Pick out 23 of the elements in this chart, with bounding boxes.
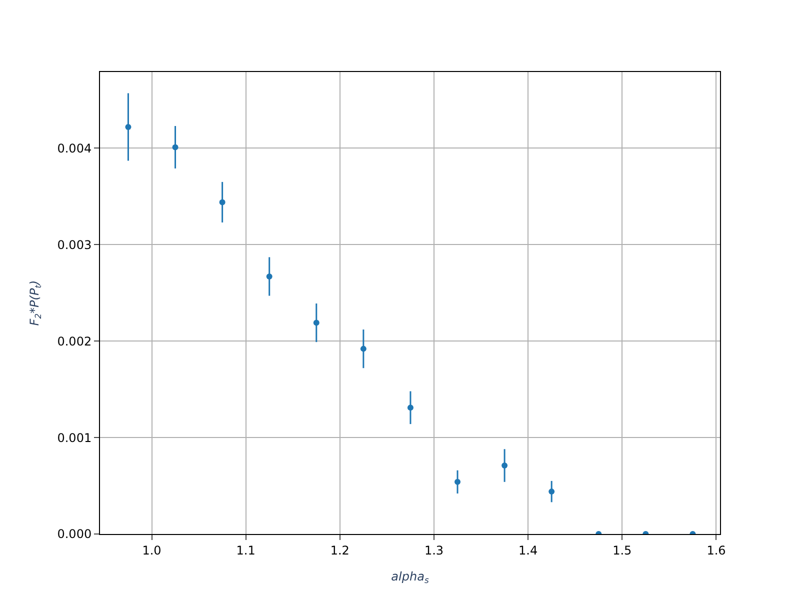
- x-tick-label: 1.4: [518, 543, 538, 558]
- x-tick-label: 1.2: [330, 543, 350, 558]
- y-tick-label: 0.003: [57, 238, 92, 252]
- point: [125, 124, 132, 130]
- x-axis-title: alpha$_{s}$: [391, 569, 430, 585]
- x-tick-label: 1.5: [612, 543, 632, 558]
- point: [172, 144, 178, 150]
- x-tick-label: 1.1: [236, 543, 256, 558]
- point: [454, 478, 461, 485]
- x-tick-label: 1.0: [142, 543, 162, 558]
- point: [502, 462, 508, 469]
- point: [407, 404, 414, 411]
- x-tick-label: 1.6: [706, 543, 726, 558]
- x-tick-label: 1.3: [424, 543, 444, 558]
- point: [548, 488, 555, 495]
- y-tick-label: 0.001: [57, 430, 92, 445]
- y-tick-label: 0.002: [57, 334, 92, 348]
- y-tick-label: 0.004: [57, 141, 92, 156]
- point: [313, 320, 320, 326]
- y-tick-label: 0.000: [57, 527, 92, 542]
- point: [219, 199, 226, 206]
- point: [266, 273, 272, 280]
- point: [360, 346, 366, 352]
